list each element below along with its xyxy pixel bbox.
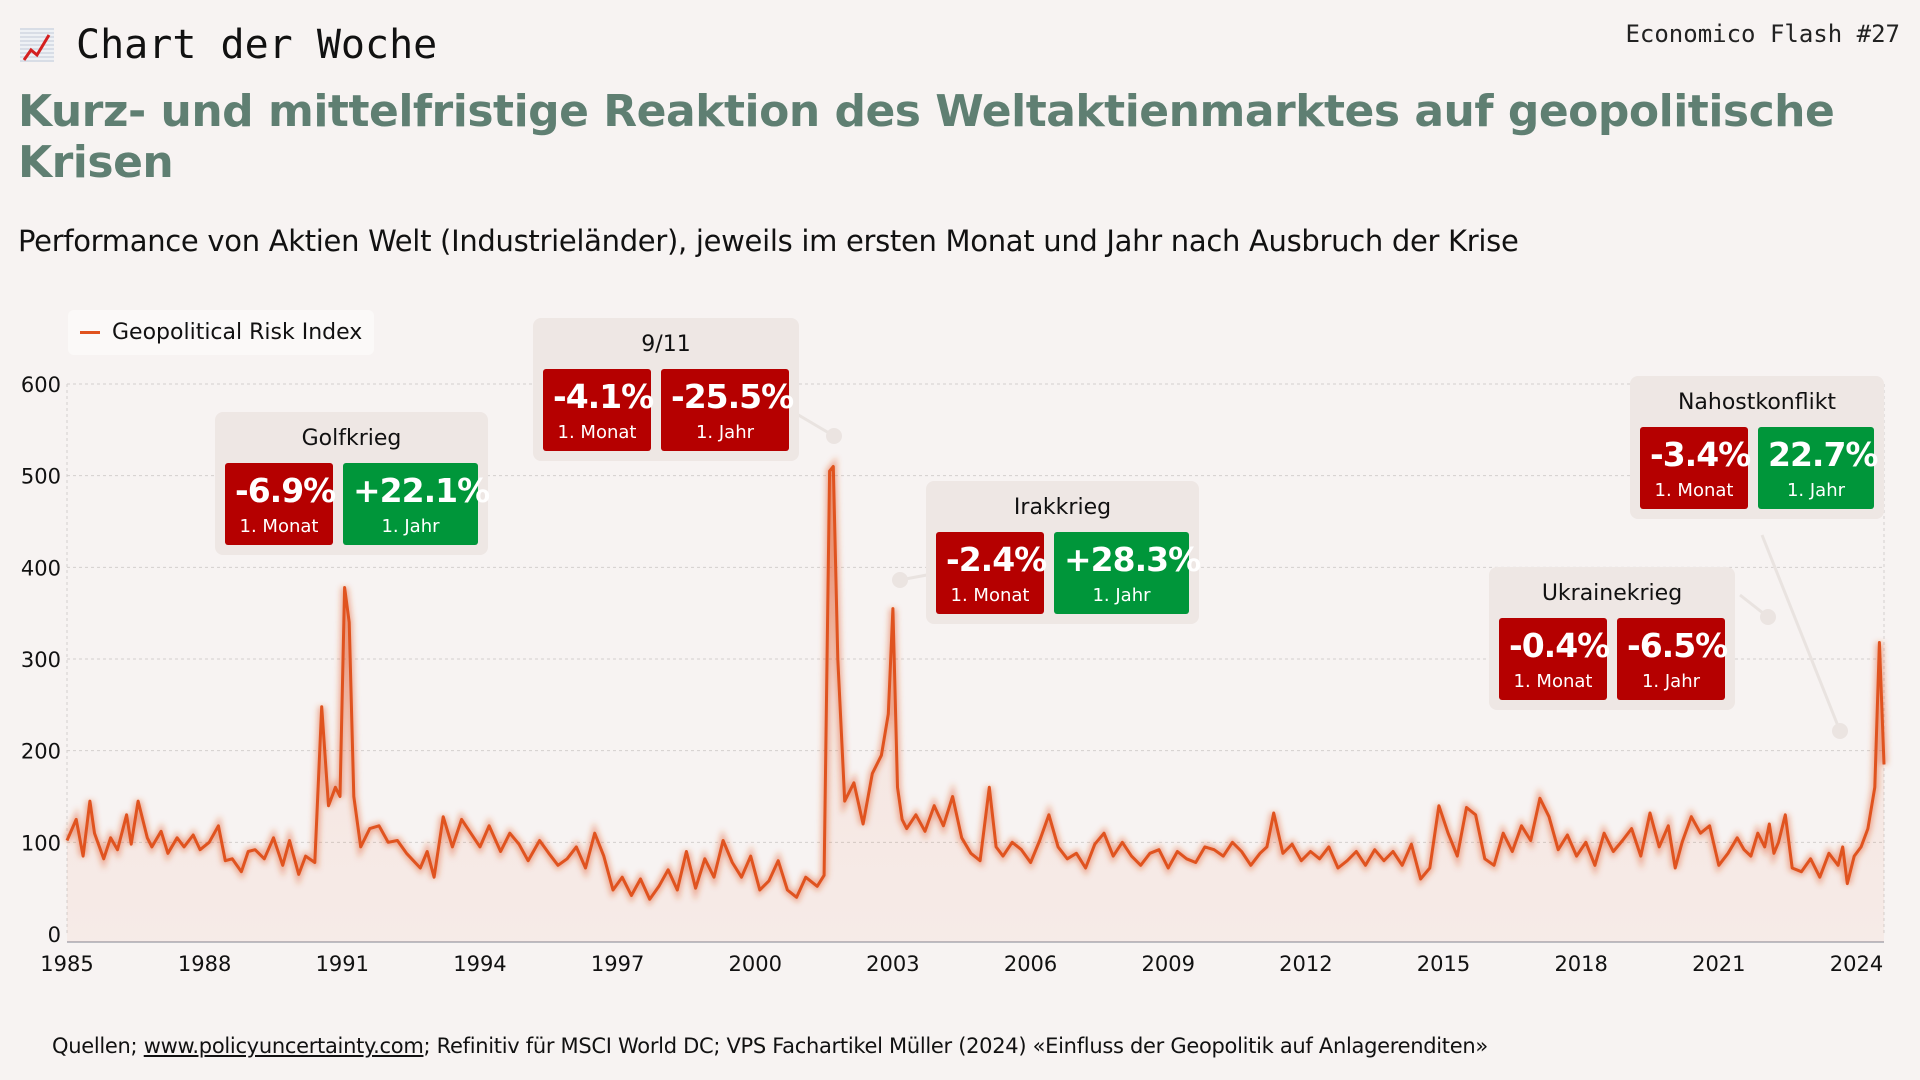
y-tick-label: 200 [21,740,61,764]
y-tick-label: 400 [21,556,61,580]
y-tick-label: 600 [21,373,61,397]
year-label: 1. Jahr [1786,480,1846,501]
series-line [65,465,1886,901]
section-kicker: Chart der Woche [20,22,437,68]
month-value: -6.9% [235,471,336,510]
x-tick-label: 2018 [1554,952,1607,976]
chart-legend: Geopolitical Risk Index [68,310,375,355]
kicker-text: Chart der Woche [76,22,438,68]
x-tick-label: 2000 [729,952,782,976]
crisis-card-9-11: 9/11 -4.1% 1. Monat -25.5% 1. Jahr [533,318,799,461]
crisis-name: Golfkrieg [301,426,402,451]
year-value: +22.1% [353,471,490,510]
crisis-card-irakkrieg: Irakkrieg -2.4% 1. Monat +28.3% 1. Jahr [926,481,1201,624]
month-value: -3.4% [1650,435,1751,474]
annotation-leader [1760,534,1842,732]
legend-label: Geopolitical Risk Index [112,320,363,345]
source-prefix: Quellen; [52,1034,144,1058]
x-tick-label: 2003 [866,952,919,976]
source-note: Quellen; www.policyuncertainty.com; Refi… [52,1034,1488,1058]
x-tick-label: 2009 [1141,952,1194,976]
month-tile: -3.4% 1. Monat [1640,427,1751,509]
month-tile: -4.1% 1. Monat [543,369,654,451]
page-title: Kurz- und mittelfristige Reaktion des We… [18,86,1835,188]
crisis-card-golfkrieg: Golfkrieg -6.9% 1. Monat +22.1% 1. Jahr [215,412,490,555]
crisis-name: Irakkrieg [1013,495,1112,520]
x-tick-label: 1988 [178,952,231,976]
year-label: 1. Jahr [695,422,755,443]
month-label: 1. Monat [1513,671,1593,692]
month-label: 1. Monat [1654,480,1734,501]
year-label: 1. Jahr [1092,585,1151,606]
year-tile: +22.1% 1. Jahr [343,463,490,545]
annotation-dot [826,428,842,444]
y-tick-label: 300 [21,648,61,672]
year-tile: -6.5% 1. Jahr [1617,618,1728,700]
issue-label: Economico Flash #27 [1625,20,1900,48]
month-value: -0.4% [1509,626,1610,665]
year-label: 1. Jahr [381,516,440,537]
y-tick-label: 0 [48,923,61,947]
chart-subtitle: Performance von Aktien Welt (Industrielä… [18,224,1519,258]
year-tile: +28.3% 1. Jahr [1054,532,1201,614]
month-tile: -2.4% 1. Monat [936,532,1047,614]
crisis-name: Ukrainekrieg [1541,581,1683,606]
x-tick-label: 2021 [1692,952,1745,976]
x-tick-label: 1991 [316,952,369,976]
y-tick-label: 100 [21,831,61,855]
year-value: -25.5% [671,377,794,416]
month-label: 1. Monat [557,422,637,443]
legend-swatch [80,331,100,334]
crisis-card-ukrainekrieg: Ukrainekrieg -0.4% 1. Monat -6.5% 1. Jahr [1489,567,1735,710]
year-value: +28.3% [1064,540,1201,579]
chart-increasing-icon [20,28,54,62]
x-tick-label: 2006 [1004,952,1057,976]
x-tick-label: 1985 [40,952,93,976]
month-value: -4.1% [553,377,654,416]
annotation-dot [892,572,908,588]
year-tile: -25.5% 1. Jahr [661,369,794,451]
year-tile: 22.7% 1. Jahr [1758,427,1879,509]
crisis-name: 9/11 [641,332,691,357]
year-label: 1. Jahr [1641,671,1701,692]
annotation-dot [1832,723,1848,739]
month-label: 1. Monat [950,585,1030,606]
month-value: -2.4% [946,540,1047,579]
annotation-dot [1760,609,1776,625]
x-tick-label: 2012 [1279,952,1332,976]
x-tick-label: 1994 [453,952,506,976]
month-tile: -0.4% 1. Monat [1499,618,1610,700]
x-tick-label: 2015 [1417,952,1470,976]
month-label: 1. Monat [239,516,319,537]
year-value: -6.5% [1627,626,1728,665]
month-tile: -6.9% 1. Monat [225,463,336,545]
crisis-name: Nahostkonflikt [1677,390,1837,415]
source-suffix: ; Refinitiv für MSCI World DC; VPS Facha… [423,1034,1488,1058]
crisis-card-nahostkonflikt: Nahostkonflikt -3.4% 1. Monat 22.7% 1. Jah… [1630,376,1884,519]
year-value: 22.7% [1768,435,1879,474]
series-area [67,466,1884,942]
y-tick-label: 500 [21,465,61,489]
x-tick-label: 1997 [591,952,644,976]
source-link[interactable]: www.policyuncertainty.com [143,1034,424,1058]
x-tick-label: 2024 [1830,952,1883,976]
